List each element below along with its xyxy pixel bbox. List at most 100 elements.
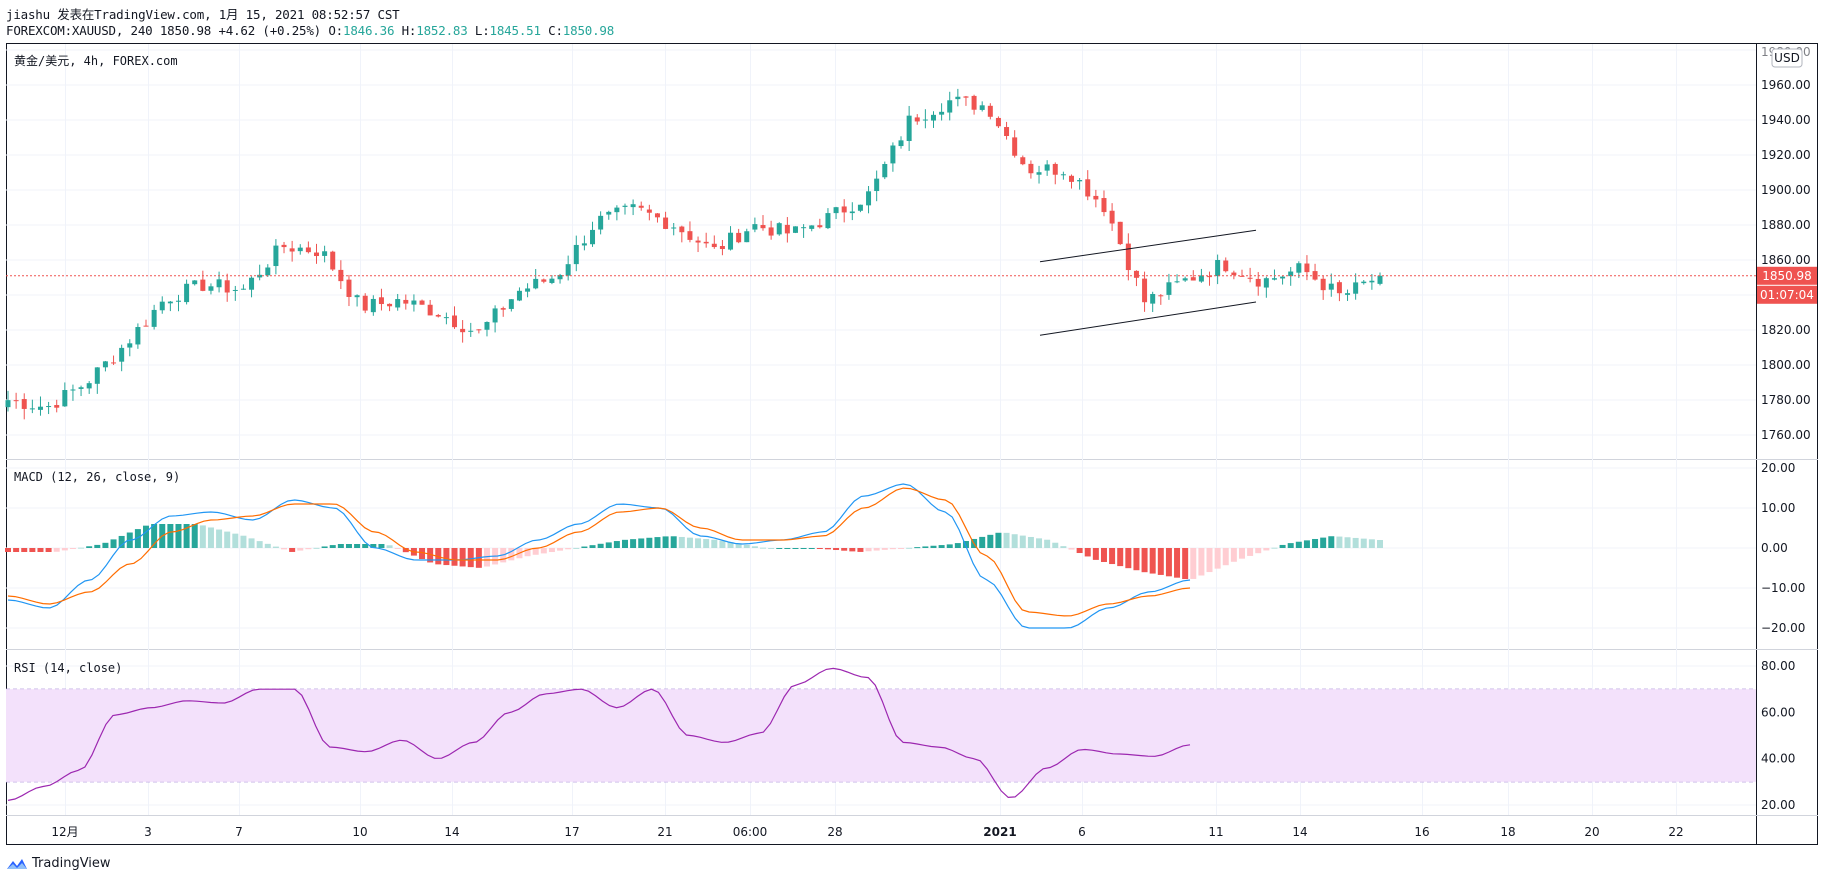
signal-line <box>7 487 1191 617</box>
macd-hist-bar <box>94 544 101 548</box>
macd-hist-bar <box>459 548 466 567</box>
macd-hist-bar <box>792 548 799 549</box>
candle-body <box>638 205 644 208</box>
macd-hist-bar <box>873 548 880 551</box>
macd-hist-bar <box>53 548 60 552</box>
macd-hist-bar <box>914 547 921 549</box>
footer-branding[interactable]: TradingView <box>6 856 111 871</box>
macd-hist-bar <box>134 529 141 548</box>
macd-hist-bar <box>232 533 239 548</box>
macd-hist-bar <box>1084 548 1091 557</box>
last-price-text: 1850.98 <box>1762 269 1812 283</box>
macd-hist-bar <box>321 546 328 548</box>
macd-hist-bar <box>191 524 198 548</box>
macd-hist-bar <box>654 537 661 548</box>
candle-body <box>1239 275 1245 277</box>
candle-body <box>1198 275 1204 282</box>
macd-hist-bar <box>548 548 555 553</box>
time-tick: 7 <box>235 825 243 839</box>
time-tick: 06:00 <box>733 825 768 839</box>
time-tick: 3 <box>144 825 152 839</box>
candle-body <box>849 211 855 214</box>
macd-axis: 20.00 10.00 0.00 −10.00 −20.00 <box>1761 461 1805 635</box>
candle-body <box>614 207 620 213</box>
candle-body <box>1044 164 1050 171</box>
channel-lower-line[interactable] <box>1039 301 1257 336</box>
macd-hist-bar <box>1068 548 1075 550</box>
macd-hist-bar <box>703 539 710 548</box>
candle-body <box>175 300 181 302</box>
macd-hist-bar <box>898 548 905 549</box>
macd-hist-bar <box>37 548 44 552</box>
macd-hist-bar <box>670 536 677 548</box>
macd-hist-bar <box>621 539 628 548</box>
rsi-tick: 40.00 <box>1761 752 1795 766</box>
time-axis: 12月 3 7 10 14 17 21 06:00 28 2021 6 11 14 16 18 20 22 <box>51 825 1683 839</box>
macd-hist-bar <box>427 548 434 563</box>
macd-hist-bar <box>1303 540 1310 548</box>
candle-body <box>427 304 433 316</box>
macd-hist-bar <box>1174 548 1181 578</box>
macd-hist-bar <box>678 536 685 548</box>
macd-hist-bar <box>751 546 758 548</box>
candle-body <box>1004 127 1010 137</box>
macd-hist-bar <box>1360 538 1367 548</box>
macd-tick: 0.00 <box>1761 541 1788 555</box>
candle-body <box>387 303 393 307</box>
candle-body <box>1320 278 1326 291</box>
macd-hist-bar <box>581 546 588 548</box>
macd-hist-bar <box>1255 548 1262 554</box>
candle-body <box>1028 163 1034 174</box>
currency-button[interactable] <box>1771 48 1803 68</box>
candle-body <box>151 309 157 327</box>
macd-hist-bar <box>199 525 206 548</box>
channel-upper-line[interactable] <box>1039 229 1257 263</box>
candle-body <box>1085 179 1091 197</box>
candle-body <box>622 205 628 207</box>
macd-hist-bar <box>833 548 840 551</box>
macd-hist-bar <box>557 548 564 551</box>
macd-hist-bar <box>1206 548 1213 573</box>
macd-hist-bar <box>248 538 255 548</box>
candle-body <box>354 295 360 298</box>
candle-body <box>403 299 409 304</box>
macd-hist-bar <box>272 546 279 548</box>
publish-info: jiashu 发表在TradingView.com, 1月 15, 2021 0… <box>6 7 400 22</box>
candle-body <box>111 362 117 364</box>
candle-body <box>1036 172 1042 175</box>
candle-body <box>1125 243 1131 271</box>
macd-hist-bar <box>1036 538 1043 548</box>
macd-hist-bar <box>29 548 36 552</box>
candle-body <box>1117 221 1123 245</box>
candle-body <box>760 225 766 229</box>
time-tick: 21 <box>657 825 672 839</box>
price-tick: 1860.00 <box>1761 253 1811 267</box>
macd-hist-bar <box>954 543 961 548</box>
candle-body <box>62 390 68 407</box>
macd-hist-bar <box>1117 548 1124 567</box>
candle-body <box>102 361 108 368</box>
candle-body <box>557 274 563 280</box>
macd-hist-bar <box>727 542 734 548</box>
macd-hist-bar <box>573 547 580 549</box>
macd-hist-bar <box>1198 548 1205 576</box>
candle-body <box>1077 180 1083 182</box>
time-tick: 14 <box>1292 825 1307 839</box>
time-tick: 12月 <box>51 825 78 839</box>
macd-hist-bar <box>857 548 864 552</box>
candle-body <box>947 100 953 113</box>
chart-frame <box>6 43 1818 845</box>
macd-histogram <box>5 524 1383 580</box>
macd-hist-bar <box>1247 548 1254 556</box>
candle-body <box>768 227 774 236</box>
high-value: 1852.83 <box>416 23 468 38</box>
macd-hist-bar <box>735 543 742 548</box>
candle-body <box>1150 294 1156 304</box>
candle-body <box>313 252 319 257</box>
candle-body <box>21 399 27 409</box>
macd-hist-bar <box>889 548 896 550</box>
trend-channel[interactable] <box>1039 229 1257 336</box>
candle-body <box>792 226 798 233</box>
candle-body <box>1101 198 1107 213</box>
